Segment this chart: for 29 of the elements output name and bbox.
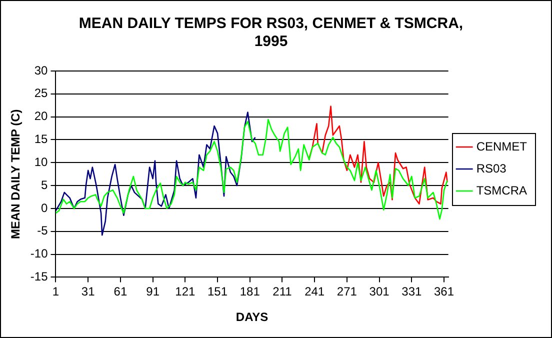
y-tick-label: 0 [41,200,48,215]
x-tick-label: 31 [81,284,96,299]
x-tick-label: 271 [336,284,358,299]
y-tick-label: -15 [30,270,48,284]
y-tick-label: 25 [34,86,48,100]
y-tick-label: 20 [34,109,48,124]
x-tick-label: 1 [52,284,60,299]
x-axis-title: DAYS [236,310,268,324]
x-tick-label: 91 [146,284,160,299]
y-tick-label: -5 [37,224,48,238]
x-tick-label: 151 [208,284,228,299]
chart-title: MEAN DAILY TEMPS FOR RS03, CENMET & TSMCRA, 1995 [78,15,464,50]
y-tick-label: 5 [41,178,48,192]
x-tick-label: 361 [434,284,454,299]
legend-label: RS03 [476,161,507,176]
y-tick-label: 10 [34,154,48,169]
legend-label: TSMCRA [476,183,528,198]
y-tick-label: 30 [34,63,48,78]
x-tick-label: 301 [369,284,390,299]
x-tick-label: 331 [402,284,422,299]
y-axis-title: MEAN DAILY TEMP (C) [8,109,23,239]
x-tick-label: 241 [304,284,325,299]
x-tick-label: 181 [240,284,260,299]
x-tick-label: 211 [272,284,292,299]
x-tick-label: 121 [175,284,196,299]
legend-label: CENMET [476,139,528,154]
y-tick-label: 15 [34,132,48,146]
y-tick-label: -10 [30,246,48,261]
x-tick-label: 61 [114,284,128,299]
